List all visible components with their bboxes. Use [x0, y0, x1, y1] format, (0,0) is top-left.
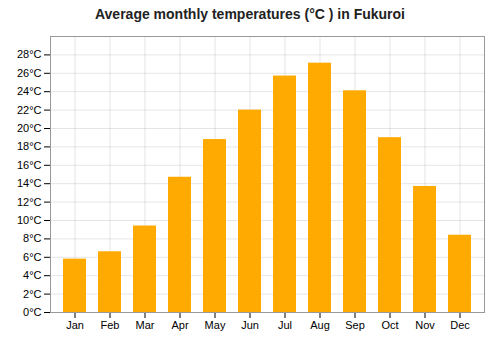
svg-text:8°C: 8°C — [23, 232, 42, 244]
svg-text:Jul: Jul — [278, 319, 292, 331]
svg-text:Oct: Oct — [381, 319, 398, 331]
svg-text:24°C: 24°C — [17, 85, 42, 97]
svg-text:4°C: 4°C — [23, 269, 42, 281]
svg-text:20°C: 20°C — [17, 122, 42, 134]
svg-text:Jun: Jun — [241, 319, 259, 331]
svg-text:16°C: 16°C — [17, 159, 42, 171]
svg-text:Dec: Dec — [450, 319, 470, 331]
svg-text:0°C: 0°C — [23, 306, 42, 318]
svg-text:Mar: Mar — [136, 319, 155, 331]
html-text:Average monthly temperatures (: Average monthly temperatures (°C ) in Fu… — [95, 6, 405, 22]
svg-text:Sep: Sep — [345, 319, 365, 331]
svg-text:Nov: Nov — [415, 319, 435, 331]
svg-text:Aug: Aug — [310, 319, 330, 331]
svg-text:2°C: 2°C — [23, 288, 42, 300]
svg-text:Feb: Feb — [101, 319, 120, 331]
svg-text:10°C: 10°C — [17, 214, 42, 226]
svg-text:12°C: 12°C — [17, 196, 42, 208]
svg-text:Jan: Jan — [66, 319, 84, 331]
svg-text:18°C: 18°C — [17, 140, 42, 152]
svg-text:Apr: Apr — [171, 319, 188, 331]
svg-text:6°C: 6°C — [23, 251, 42, 263]
svg-text:14°C: 14°C — [17, 177, 42, 189]
svg-text:26°C: 26°C — [17, 67, 42, 79]
svg-text:22°C: 22°C — [17, 104, 42, 116]
svg-text:28°C: 28°C — [17, 48, 42, 60]
svg-text:May: May — [205, 319, 226, 331]
